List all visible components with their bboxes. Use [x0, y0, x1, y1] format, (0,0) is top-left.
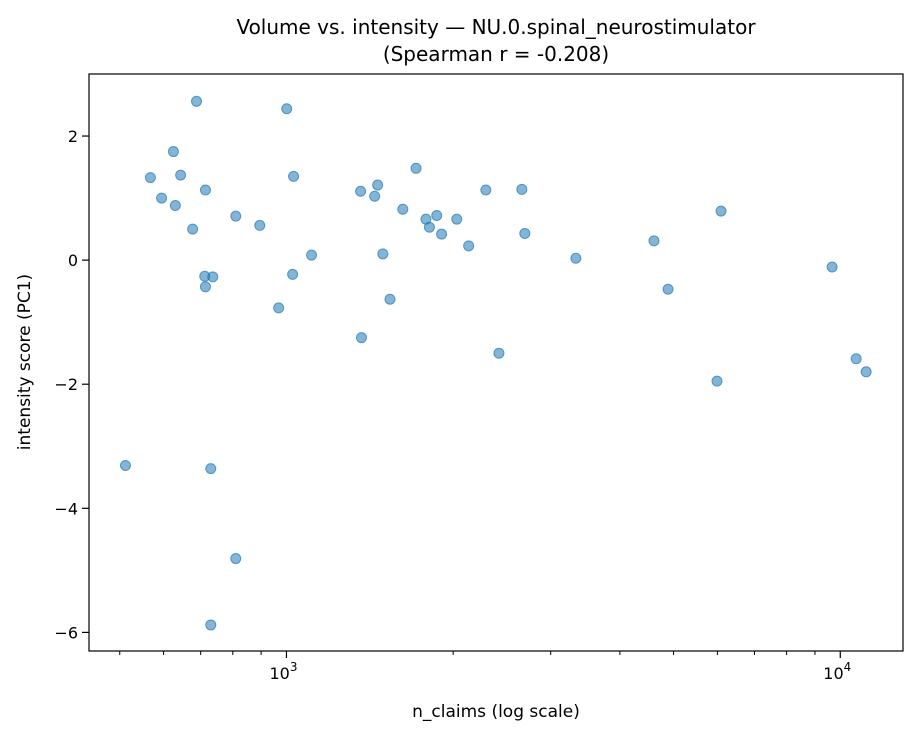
x-tick-label: 104	[823, 660, 851, 683]
data-point	[207, 271, 219, 283]
y-tick-label: −4	[54, 499, 78, 518]
data-point	[715, 205, 727, 217]
data-point	[431, 209, 443, 221]
data-point	[254, 219, 266, 231]
data-point	[306, 249, 318, 261]
data-point	[493, 347, 505, 359]
data-point	[230, 210, 242, 222]
points-layer	[119, 95, 872, 631]
data-point	[662, 283, 674, 295]
data-point	[850, 353, 862, 365]
data-point	[273, 302, 285, 314]
data-point	[169, 200, 181, 212]
data-point	[451, 213, 463, 225]
data-point	[423, 221, 435, 233]
data-point	[570, 252, 582, 264]
data-point	[144, 172, 156, 184]
data-point	[205, 463, 217, 475]
data-point	[199, 281, 211, 293]
y-tick-label: 2	[68, 127, 78, 146]
data-point	[281, 103, 293, 115]
data-point	[516, 183, 528, 195]
x-tick-label: 103	[269, 660, 297, 683]
data-point	[436, 228, 448, 240]
data-point	[480, 184, 492, 196]
y-tick-label: 0	[68, 251, 78, 270]
data-point	[187, 223, 199, 235]
data-point	[199, 184, 211, 196]
data-point	[175, 169, 187, 181]
data-point	[205, 619, 217, 631]
data-point	[860, 366, 872, 378]
data-point	[287, 268, 299, 280]
data-point	[288, 170, 300, 182]
y-axis: 2 0 −2 −4 −6	[54, 127, 89, 642]
data-point	[397, 203, 409, 215]
data-point	[369, 190, 381, 202]
data-point	[167, 146, 179, 158]
data-point	[355, 332, 367, 344]
data-point	[384, 293, 396, 305]
data-point	[156, 192, 168, 204]
data-point	[119, 459, 131, 471]
data-point	[377, 248, 389, 260]
data-point	[711, 375, 723, 387]
y-tick-label: −2	[54, 375, 78, 394]
data-point	[519, 227, 531, 239]
data-point	[191, 95, 203, 107]
plot-frame	[88, 73, 904, 652]
data-point	[355, 185, 367, 197]
data-point	[826, 261, 838, 273]
data-point	[463, 240, 475, 252]
data-point	[230, 553, 242, 565]
y-tick-label: −6	[54, 623, 78, 642]
data-point	[410, 162, 422, 174]
x-axis: 103 104	[119, 651, 851, 683]
x-axis-label: n_claims (log scale)	[412, 702, 580, 722]
y-axis-label: intensity score (PC1)	[15, 274, 35, 450]
data-point	[648, 235, 660, 247]
data-point	[372, 179, 384, 191]
chart-subtitle: (Spearman r = -0.208)	[383, 42, 609, 66]
chart-title: Volume vs. intensity — NU.0.spinal_neuro…	[236, 15, 756, 39]
